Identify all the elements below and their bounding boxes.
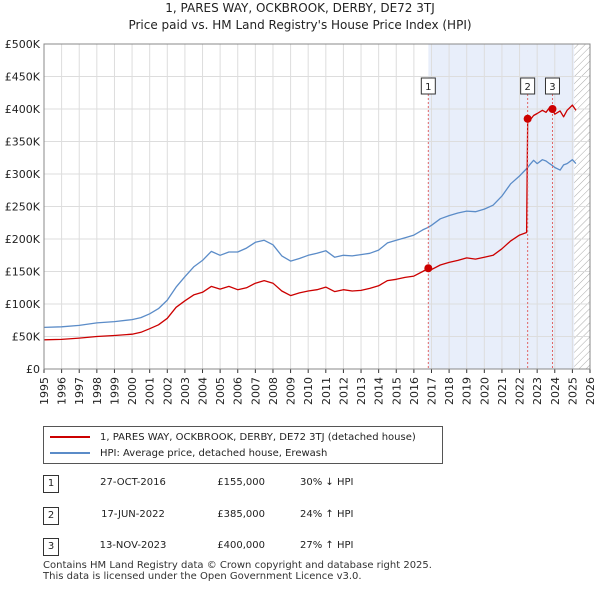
x-tick-label: 1998: [91, 377, 104, 405]
x-tick-label: 2015: [390, 377, 403, 405]
transaction-badge: 2: [43, 507, 59, 525]
y-tick-label: £100K: [5, 298, 41, 311]
y-tick-label: £250K: [5, 201, 41, 214]
transaction-date: 27-OCT-2016: [100, 477, 166, 488]
x-tick-label: 2026: [584, 377, 597, 405]
x-tick-label: 2018: [443, 377, 456, 405]
x-tick-label: 2000: [126, 377, 139, 405]
chart-title: Price paid vs. HM Land Registry's House …: [128, 18, 472, 32]
property-price-line: [43, 104, 577, 341]
x-tick-label: 2011: [320, 377, 333, 405]
footer: Contains HM Land Registry data © Crown c…: [43, 560, 432, 582]
transaction-marker-box: [520, 77, 536, 95]
x-tick-label: 2002: [161, 377, 174, 405]
transaction-point: [523, 114, 532, 123]
transaction-point: [424, 264, 433, 273]
x-tick-label: 2024: [549, 377, 562, 405]
hpi-line: [43, 159, 577, 329]
y-tick-label: £50K: [12, 331, 41, 344]
transaction-date: 13-NOV-2023: [99, 540, 167, 551]
x-tick-label: 1997: [73, 377, 86, 405]
legend-item-property: 1, PARES WAY, OCKBROOK, DERBY, DE72 3TJ …: [50, 430, 416, 444]
x-tick-label: 2008: [267, 377, 280, 405]
transaction-row: 1 27-OCT-2016 £155,000 30% ↓ HPI: [0, 475, 600, 493]
legend: 1, PARES WAY, OCKBROOK, DERBY, DE72 3TJ …: [43, 426, 443, 464]
transaction-price: £155,000: [217, 477, 265, 488]
transaction-price: £385,000: [217, 509, 265, 520]
plot-frame: [43, 43, 591, 370]
x-tick-label: 2003: [179, 377, 192, 405]
x-tick-label: 2004: [197, 377, 210, 405]
transaction-row: 3 13-NOV-2023 £400,000 27% ↑ HPI: [0, 538, 600, 556]
price-chart: 1 2 3 £0 £50K £100K £150K £200K £250K £300K £350K…: [5, 38, 597, 405]
x-tick-label: 2023: [531, 377, 544, 405]
x-tick-label: 2009: [285, 377, 298, 405]
legend-label-hpi: HPI: Average price, detached house, Erew…: [100, 447, 328, 459]
x-tick-label: 2013: [355, 377, 368, 405]
transaction-point: [548, 105, 557, 113]
x-tick-label: 2001: [144, 377, 157, 405]
x-tick-label: 2020: [478, 377, 491, 405]
transaction-marker-label: 2: [524, 82, 530, 93]
x-tick-label: 2010: [302, 377, 315, 405]
transaction-price: £400,000: [217, 540, 265, 551]
footer-copyright: Contains HM Land Registry data © Crown c…: [43, 560, 432, 571]
y-tick-label: £400K: [5, 103, 41, 116]
y-tick-label: £200K: [5, 233, 41, 246]
x-tick-label: 2025: [566, 377, 579, 405]
transaction-marker-label: 1: [425, 82, 431, 93]
y-tick-label: £500K: [5, 38, 41, 51]
legend-label-property: 1, PARES WAY, OCKBROOK, DERBY, DE72 3TJ …: [100, 431, 416, 443]
footer-license: This data is licensed under the Open Gov…: [43, 571, 362, 582]
x-tick-label: 2016: [408, 377, 421, 405]
x-tick-label: 2006: [232, 377, 245, 405]
transaction-marker-box: [544, 77, 560, 95]
legend-swatch-property: [50, 436, 90, 438]
x-tick-label: 2012: [337, 377, 350, 405]
transaction-marker-label: 3: [549, 82, 555, 93]
x-tick-label: 2019: [461, 377, 474, 405]
x-tick-label: 2007: [249, 377, 262, 405]
y-tick-label: £450K: [5, 71, 41, 84]
y-tick-label: £0: [26, 363, 40, 376]
transaction-row: 2 17-JUN-2022 £385,000 24% ↑ HPI: [0, 507, 600, 525]
y-tick-label: £150K: [5, 266, 41, 279]
x-tick-label: 2017: [425, 377, 438, 405]
y-tick-label: £300K: [5, 168, 41, 181]
transaction-date: 17-JUN-2022: [101, 509, 165, 520]
transaction-hpi-diff: 27% ↑ HPI: [300, 540, 354, 551]
transaction-marker-box: [420, 77, 436, 95]
x-tick-label: 2022: [514, 377, 527, 405]
x-tick-label: 1999: [108, 377, 121, 405]
legend-item-hpi: HPI: Average price, detached house, Erew…: [50, 446, 327, 460]
x-tick-label: 2005: [214, 377, 227, 405]
x-tick-label: 2014: [373, 377, 386, 405]
transaction-badge: 3: [43, 538, 59, 556]
x-tick-label: 1996: [56, 377, 69, 405]
x-tick-label: 1995: [38, 377, 51, 405]
x-tick-label: 2021: [496, 377, 509, 405]
transaction-badge: 1: [43, 475, 59, 493]
transaction-hpi-diff: 30% ↓ HPI: [300, 477, 354, 488]
transaction-hpi-diff: 24% ↑ HPI: [300, 509, 354, 520]
y-tick-label: £350K: [5, 136, 41, 149]
legend-swatch-hpi: [50, 452, 90, 454]
chart-title-address: 1, PARES WAY, OCKBROOK, DERBY, DE72 3TJ: [165, 1, 435, 15]
